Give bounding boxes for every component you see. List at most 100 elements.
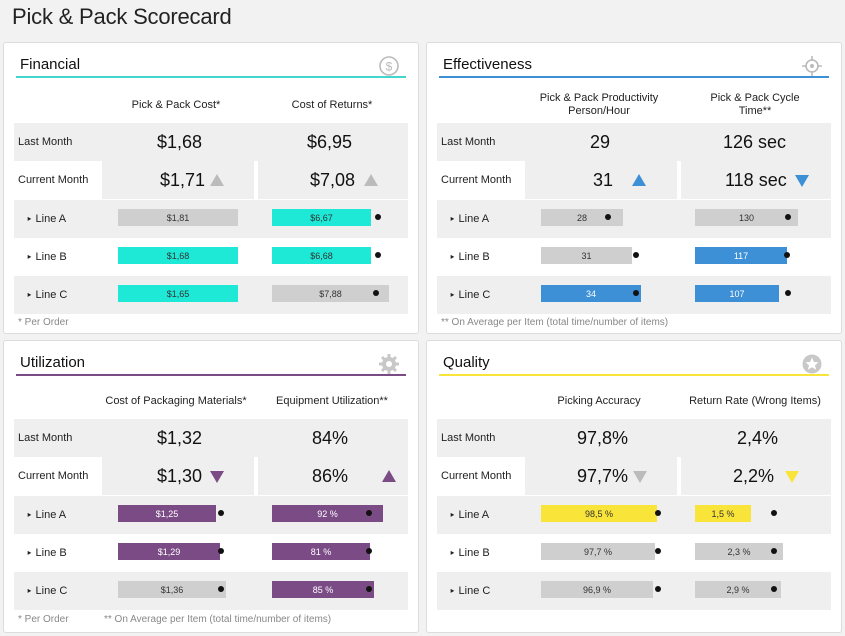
value-productivity-current: 31 [593,169,614,190]
target-icon [802,56,822,76]
row-label: ‣ Line C [26,585,68,598]
bar-returns-line-b: $6,68 [272,247,371,264]
row-line-a: ‣ Line A 28 130 [437,200,831,238]
target-marker [366,510,372,516]
column-header-cost: Pick & Pack Cost* [100,87,252,123]
bar-return-rate-line-b: 2,3 % [695,543,783,560]
svg-text:$: $ [386,60,393,74]
row-line-a: ‣ Line A $1,25 92 % [14,496,408,534]
target-marker [785,214,791,220]
target-marker [655,510,661,516]
row-label: ‣ Line A [449,213,490,226]
footnote: ** On Average per Item (total time/numbe… [441,317,669,328]
target-marker [218,586,224,592]
value-equipment-current: 86% [312,465,349,486]
value-return-rate-current: 2,2% [733,465,775,486]
row-label: ‣ Line C [449,289,491,302]
target-marker [375,252,381,258]
value-packaging-last: $1,32 [157,427,203,448]
target-marker [771,548,777,554]
value-cost-last: $1,68 [157,131,203,152]
bar-cycle-line-c: 107 [695,285,779,302]
target-marker [605,214,611,220]
bar-returns-line-a: $6,67 [272,209,371,226]
panel-header: Quality [439,341,829,376]
row-line-c: ‣ Line C $1,36 85 % [14,572,408,610]
row-label: ‣ Line B [26,547,67,560]
panel-title: Utilization [20,354,86,371]
utilization-panel: Utilization Cost of Packaging Materials*… [3,340,419,633]
bar-equipment-line-b: 81 % [272,543,370,560]
row-line-b: ‣ Line B 31 117 [437,238,831,276]
bar-productivity-line-b: 31 [541,247,632,264]
triangle-up-icon [382,470,396,482]
bar-packaging-line-c: $1,36 [118,581,226,598]
value-productivity-last: 29 [590,131,611,152]
target-marker [633,290,639,296]
row-label: ‣ Line A [26,213,67,226]
bar-accuracy-line-a: 98,5 % [541,505,657,522]
triangle-down-icon [210,471,224,483]
row-label: ‣ Line A [26,509,67,522]
footnote: ** On Average per Item (total time/numbe… [104,614,332,625]
row-last-month: Last Month 97,8% 2,4% [437,419,831,457]
target-marker [784,252,790,258]
gear-icon [379,354,399,374]
bar-cost-line-b: $1,68 [118,247,238,264]
bar-packaging-line-b: $1,29 [118,543,220,560]
bar-returns-line-c: $7,88 [272,285,389,302]
row-current-month: Current Month $1,30 86% [14,457,408,495]
financial-panel: Financial $ Pick & Pack Cost* Cost of Re… [3,42,419,334]
triangle-down-icon [633,471,647,483]
bar-equipment-line-c: 85 % [272,581,374,598]
row-label: Last Month [18,136,73,148]
target-marker [785,290,791,296]
value-return-rate-last: 2,4% [737,427,779,448]
bar-productivity-line-c: 34 [541,285,641,302]
bar-cost-line-c: $1,65 [118,285,238,302]
target-marker [633,252,639,258]
panel-title: Financial [20,56,81,73]
panel-header: Utilization [16,341,406,376]
row-last-month: Last Month $1,32 84% [14,419,408,457]
value-returns-current: $7,08 [310,169,356,190]
value-packaging-current: $1,30 [157,465,203,486]
target-marker [373,290,379,296]
row-line-c: ‣ Line C 96,9 % 2,9 % [437,572,831,610]
column-header-cycle-time: Pick & Pack Cycle Time** [679,87,831,123]
target-marker [771,586,777,592]
row-current-month: Current Month $1,71 $7,08 [14,161,408,199]
triangle-up-icon [210,174,224,186]
effectiveness-panel: Effectiveness Pick & Pack Productivity P… [426,42,842,334]
page-title: Pick & Pack Scorecard [12,4,232,29]
row-last-month: Last Month $1,68 $6,95 [14,123,408,161]
column-header-return-rate: Return Rate (Wrong Items) [679,383,831,419]
triangle-down-icon [785,471,799,483]
row-label: Current Month [18,174,89,186]
row-current-month: Current Month 31 118 sec [437,161,831,199]
target-marker [655,586,661,592]
row-label: Current Month [18,470,89,482]
row-line-a: ‣ Line A 98,5 % 1,5 % [437,496,831,534]
target-marker [655,548,661,554]
panel-title: Effectiveness [443,56,532,73]
bar-cost-line-a: $1,81 [118,209,238,226]
value-equipment-last: 84% [312,427,349,448]
target-marker [366,548,372,554]
row-label: Current Month [441,470,512,482]
row-label: Last Month [18,432,73,444]
value-cycle-current: 118 sec [725,169,787,190]
column-header-equipment: Equipment Utilization** [256,383,408,419]
bar-cycle-line-b: 117 [695,247,787,264]
target-marker [218,510,224,516]
column-header-returns: Cost of Returns* [256,87,408,123]
row-label: ‣ Line C [449,585,491,598]
row-line-b: ‣ Line B $1,68 $6,68 [14,238,408,276]
quality-panel: Quality Picking Accuracy Return Rate (Wr… [426,340,842,633]
triangle-up-icon [364,174,378,186]
triangle-down-icon [795,175,809,187]
bar-cycle-line-a: 130 [695,209,798,226]
footnote: * Per Order [18,614,69,625]
panel-header: Effectiveness [439,43,829,78]
value-returns-last: $6,95 [307,131,353,152]
